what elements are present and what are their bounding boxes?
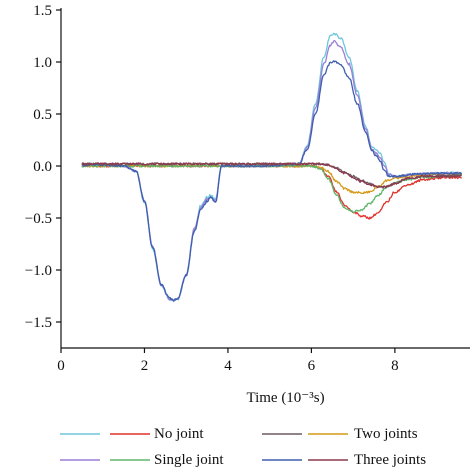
legend-label: Three joints — [354, 452, 426, 468]
y-tick-label: 1.5 — [33, 3, 52, 19]
plot-lines — [81, 32, 463, 302]
y-tick-label: 0.5 — [33, 107, 52, 123]
legend-label: No joint — [154, 426, 204, 442]
legend: No joint Two joints Single joint Three join… — [60, 426, 426, 468]
series-line-three-joints — [81, 60, 462, 302]
axes: 1.5 1.0 0.5 0.0 −0.5 −1.0 −1.5 0 2 4 6 8 — [25, 3, 470, 374]
series-line-unlabeled-7 — [81, 162, 462, 189]
y-tick-label: −1.0 — [25, 263, 52, 279]
series-line-single-joint — [81, 164, 462, 213]
legend-label: Two joints — [354, 426, 418, 442]
x-tick-label: 2 — [141, 358, 149, 374]
x-tick-label: 0 — [57, 358, 65, 374]
series-line-unlabeled-0 — [81, 32, 462, 302]
x-tick-label: 8 — [391, 358, 399, 374]
series-line-no-joint — [81, 164, 463, 220]
y-ticks: 1.5 1.0 0.5 0.0 −0.5 −1.0 −1.5 — [25, 3, 61, 331]
x-tick-label: 6 — [308, 358, 316, 374]
x-axis-title: Time (10⁻³s) — [246, 390, 324, 406]
legend-label: Single joint — [154, 452, 224, 468]
x-tick-label: 4 — [224, 358, 232, 374]
y-tick-label: 1.0 — [33, 55, 52, 71]
y-tick-label: −0.5 — [25, 211, 52, 227]
x-ticks: 0 2 4 6 8 — [57, 348, 399, 374]
series-line-unlabeled-3 — [81, 39, 463, 302]
y-tick-label: 0.0 — [33, 159, 52, 175]
y-tick-label: −1.5 — [25, 315, 52, 331]
